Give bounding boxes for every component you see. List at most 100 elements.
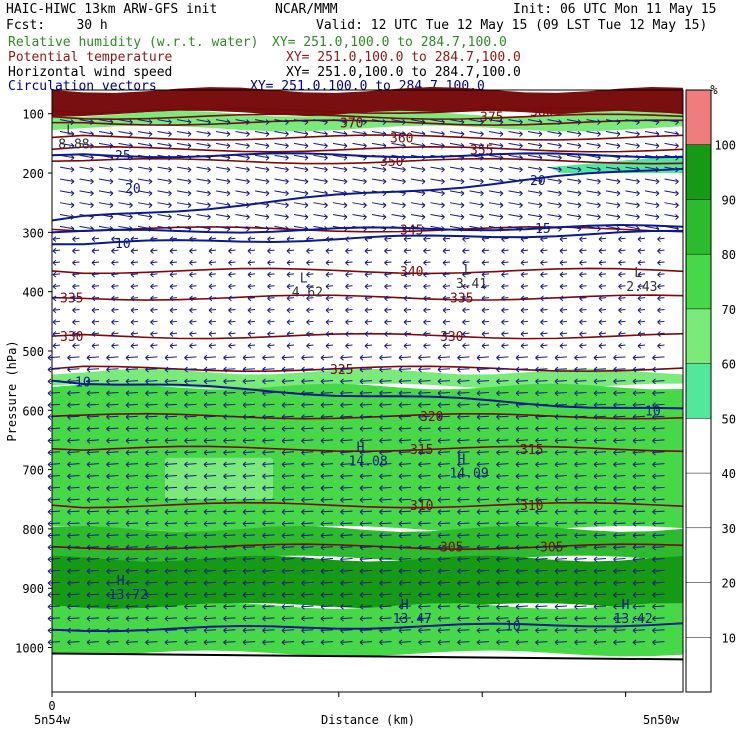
vector-arrow: [223, 522, 236, 525]
y-tick-label: 300: [22, 226, 44, 240]
theta-contour-label: 330: [60, 330, 83, 345]
vector-arrow: [262, 641, 275, 643]
vector-arrow: [125, 451, 139, 454]
vector-arrow: [286, 285, 295, 288]
theta-contour: [51, 226, 684, 233]
vector-arrow: [652, 534, 665, 537]
vector-arrow: [625, 190, 640, 194]
vector-arrow: [223, 605, 236, 608]
vector-arrow: [423, 273, 431, 276]
vector-arrow: [515, 498, 529, 501]
vector-arrow: [586, 119, 601, 123]
vector-arrow: [508, 178, 523, 182]
vector-arrow: [254, 119, 270, 123]
y-tick-label: 400: [22, 286, 44, 300]
vector-arrow: [535, 415, 548, 418]
vector-arrow: [574, 427, 587, 430]
vector-arrow: [535, 510, 548, 513]
vector-arrow: [566, 119, 582, 123]
vector-arrow: [481, 308, 490, 311]
vector-arrow: [515, 368, 529, 371]
vector-arrow: [535, 451, 548, 454]
vector-arrow: [145, 451, 158, 454]
vector-arrow: [203, 475, 217, 477]
vector-arrow: [125, 558, 139, 560]
vector-arrow: [86, 415, 100, 418]
vector-arrow: [515, 605, 529, 608]
vector-arrow: [535, 629, 548, 632]
vector-arrow: [476, 510, 490, 513]
vector-arrow: [59, 154, 75, 159]
vector-arrow: [664, 225, 679, 230]
vector-arrow: [398, 534, 412, 537]
vector-arrow: [345, 249, 353, 252]
vector-arrow: [223, 558, 236, 560]
vector-arrow: [418, 427, 431, 430]
vector-arrow: [423, 297, 431, 299]
vector-arrow: [145, 546, 158, 548]
wind-contour-label: 20: [530, 174, 546, 189]
vector-arrow: [593, 486, 607, 489]
colorbar-frame: [685, 89, 712, 693]
vector-arrow: [106, 439, 119, 442]
vector-arrow: [52, 261, 61, 264]
vector-arrow: [106, 629, 119, 632]
vector-arrow: [554, 380, 568, 382]
vector-arrow: [496, 641, 509, 643]
vector-arrow: [384, 344, 392, 347]
vector-arrow: [559, 297, 568, 299]
vector-arrow: [547, 131, 562, 135]
vector-arrow: [157, 178, 172, 182]
vector-arrow: [281, 617, 295, 620]
vector-arrow: [189, 249, 197, 252]
vector-arrow: [164, 380, 178, 382]
vector-arrow: [437, 569, 451, 572]
vector-arrow: [345, 261, 353, 264]
vector-arrow: [574, 356, 587, 359]
vector-arrow: [332, 131, 348, 135]
vector-arrow: [293, 166, 309, 171]
vector-arrow: [593, 475, 607, 477]
theta-contour-label: 370: [340, 117, 363, 132]
vector-arrow: [98, 142, 114, 147]
vector-arrow: [481, 237, 490, 240]
vector-arrow: [332, 178, 348, 182]
vector-arrow: [398, 368, 412, 371]
vector-arrow: [632, 380, 646, 382]
vector-arrow: [481, 344, 490, 347]
vector-arrow: [208, 249, 217, 252]
vector-arrow: [632, 641, 646, 643]
vector-arrow: [579, 308, 587, 311]
vector-arrow: [223, 439, 236, 442]
vector-arrow: [586, 225, 601, 230]
y-tick-label: 200: [22, 167, 44, 181]
vector-arrow: [47, 510, 61, 513]
vector-arrow: [67, 451, 80, 454]
vector-arrow: [228, 320, 236, 323]
vector-arrow: [598, 237, 607, 240]
vector-arrow: [345, 320, 353, 323]
vector-arrow: [125, 605, 139, 608]
vector-arrow: [228, 273, 236, 276]
vector-arrow: [130, 261, 139, 264]
vector-arrow: [228, 249, 236, 252]
vector-arrow: [47, 534, 61, 537]
vector-arrow: [637, 285, 646, 288]
vector-arrow: [286, 273, 295, 276]
vector-arrow: [515, 380, 529, 382]
vector-arrow: [91, 308, 100, 311]
vector-arrow: [184, 486, 197, 489]
vector-arrow: [286, 320, 295, 323]
vector-arrow: [618, 285, 626, 288]
vector-arrow: [169, 285, 178, 288]
vector-arrow: [118, 214, 133, 218]
vector-arrow: [403, 261, 412, 264]
vector-arrow: [247, 297, 256, 299]
extremum-value: 14.08: [349, 455, 388, 470]
vector-arrow: [72, 237, 80, 240]
vector-arrow: [469, 190, 484, 194]
vector-arrow: [418, 403, 431, 406]
vector-arrow: [520, 249, 529, 252]
vector-arrow: [281, 486, 295, 489]
vector-arrow: [176, 202, 192, 206]
